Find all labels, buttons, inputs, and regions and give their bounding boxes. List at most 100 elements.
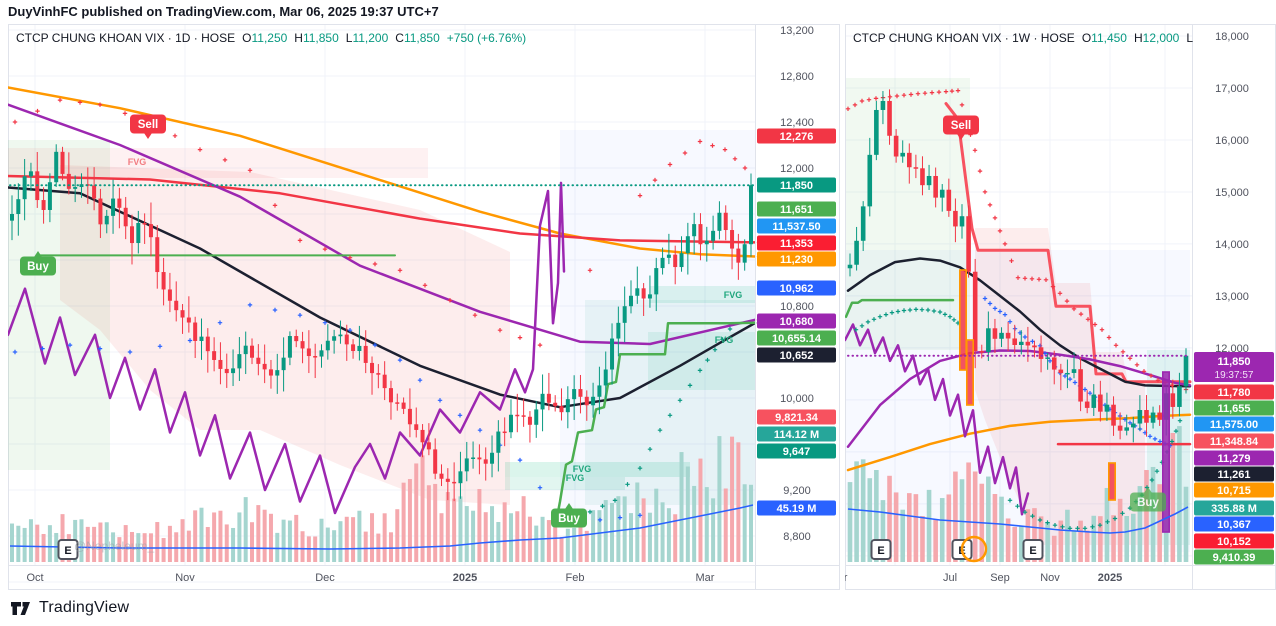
fvg-label: FVG	[128, 157, 147, 167]
svg-text:11,261: 11,261	[1217, 469, 1250, 481]
price-badge: 10,655.14	[757, 330, 836, 346]
svg-text:11,651: 11,651	[780, 204, 813, 216]
candles	[10, 144, 753, 502]
highlighted-candle	[1162, 371, 1171, 533]
weekly-chart-surface[interactable]: Sell Buy E E E 18,000 17,000 16,000 15,000 14,000…	[845, 24, 1276, 590]
sar-dot-series	[853, 307, 961, 332]
title-segment: O11,250	[242, 31, 288, 45]
sar-dot-series	[12, 97, 748, 348]
y-axis-tick: 17,000	[1215, 83, 1249, 95]
ma-black	[846, 257, 1192, 388]
sar-dots	[12, 97, 748, 523]
price-badge: 10,367	[1194, 516, 1274, 532]
y-axis-tick: 13,200	[780, 25, 814, 37]
svg-text:Buy: Buy	[558, 513, 580, 525]
svg-text:12,276: 12,276	[780, 131, 814, 143]
indicator-zone	[505, 462, 690, 477]
daily-chart-title: CTCP CHUNG KHOAN VIX · 1D · HOSE O11,250 H…	[16, 29, 756, 47]
price-badge: 11,279	[1194, 450, 1274, 466]
x-axis-label: Nov	[175, 572, 195, 584]
indicator-zone	[8, 148, 428, 178]
svg-text:E: E	[877, 545, 884, 557]
price-badge: 11,780	[1194, 384, 1274, 400]
x-axis-label: 2025	[1098, 572, 1122, 584]
y-axis-tick: 9,200	[783, 485, 811, 497]
highlighted-candle	[958, 269, 967, 371]
price-badge: 45.19 M	[757, 500, 836, 516]
indicator-zone	[505, 477, 625, 490]
price-badge: 11,850 19:37:57	[1194, 352, 1274, 382]
fvg-label: FVG	[566, 473, 585, 483]
svg-text:11,850: 11,850	[1217, 356, 1250, 368]
svg-text:Buy: Buy	[1137, 497, 1159, 509]
svg-text:10,962: 10,962	[780, 283, 814, 295]
price-badge: 9,647	[757, 443, 836, 459]
sell-signal-label: Sell	[130, 114, 166, 139]
svg-text:11,780: 11,780	[1217, 387, 1250, 399]
svg-text:10,367: 10,367	[1217, 519, 1251, 531]
price-badge: 10,715	[1194, 482, 1274, 498]
svg-text:Sell: Sell	[138, 119, 158, 131]
watermark: @Nepheleum_	[74, 539, 155, 553]
volume-ma-line	[847, 506, 1189, 534]
tradingview-logo[interactable]	[10, 598, 31, 619]
svg-text:11,348.84: 11,348.84	[1210, 436, 1259, 448]
x-axis-label: 2025	[453, 572, 477, 584]
ma-purple	[8, 103, 757, 346]
price-badge: 11,537.50	[757, 218, 836, 234]
y-axis-tick: 12,800	[780, 71, 814, 83]
title-segment: L…	[1186, 31, 1193, 45]
price-badge: 11,575.00	[1194, 416, 1274, 432]
indicator-zone	[650, 286, 755, 303]
svg-text:45.19 M: 45.19 M	[777, 503, 817, 515]
overlay-lines	[845, 102, 1192, 516]
earnings-marker[interactable]: E	[870, 539, 892, 560]
svg-text:10,652: 10,652	[780, 350, 814, 362]
zigzag-purple	[8, 181, 566, 515]
earnings-marker[interactable]: E	[1022, 539, 1044, 560]
price-badge: 9,410.39	[1194, 549, 1274, 565]
svg-text:9,410.39: 9,410.39	[1213, 552, 1256, 564]
trail-green	[555, 321, 757, 519]
title-segment: CTCP CHUNG KHOAN VIX · 1W · HOSE	[853, 31, 1075, 45]
y-axis-tick: 10,000	[780, 393, 814, 405]
earnings-marker[interactable]: E	[951, 535, 988, 563]
sar-dot-series	[982, 296, 1173, 448]
title-segment: H12,000	[1133, 31, 1180, 45]
svg-text:10,680: 10,680	[780, 316, 814, 328]
price-badge: 9,821.34	[757, 409, 836, 425]
publish-line: DuyVinhFC published on TradingView.com, …	[8, 4, 439, 19]
svg-text:11,850: 11,850	[780, 180, 813, 192]
price-badge: 12,276	[757, 128, 836, 144]
y-axis-tick: 14,000	[1215, 239, 1249, 251]
price-badge: 10,962	[757, 280, 836, 296]
daily-chart-surface[interactable]: SellBuyBuyFVGFVGFVGFVGFVGE13,20012,80012…	[8, 24, 840, 590]
volume-ma-line	[9, 504, 754, 550]
y-axis-tick: 16,000	[1215, 135, 1249, 147]
earnings-marker[interactable]: E	[57, 539, 79, 560]
weekly-chart-title: CTCP CHUNG KHOAN VIX · 1W · HOSE O11,450 H…	[853, 29, 1193, 47]
svg-text:19:37:57: 19:37:57	[1215, 370, 1254, 381]
buy-signal-label: Buy	[551, 503, 587, 528]
y-axis-tick: 15,000	[1215, 187, 1249, 199]
title-segment: H11,850	[294, 31, 339, 45]
ma-purple	[846, 349, 1192, 448]
title-segment: O11,450	[1081, 31, 1127, 45]
sell-signal-label: Sell	[943, 115, 979, 140]
y-axis-tick: 12,400	[780, 117, 814, 129]
weekly-chart-panel: CTCP CHUNG KHOAN VIX · 1W · HOSE O11,450 H…	[845, 24, 1276, 590]
svg-text:11,230: 11,230	[780, 254, 813, 266]
highlighted-candle	[965, 339, 974, 406]
svg-text:Sell: Sell	[951, 120, 971, 132]
zigzag-purple	[845, 323, 1030, 516]
indicator-zone	[585, 300, 755, 505]
svg-text:11,279: 11,279	[1217, 453, 1250, 465]
svg-text:E: E	[64, 545, 71, 557]
y-axis-tick: 10,800	[780, 301, 814, 313]
panel-border	[8, 24, 840, 590]
indicator-zone	[60, 165, 510, 505]
price-badge: 11,850	[757, 177, 836, 193]
title-segment: C11,850	[395, 31, 440, 45]
footer: TradingView	[0, 590, 1276, 626]
indicator-zone	[560, 130, 755, 520]
